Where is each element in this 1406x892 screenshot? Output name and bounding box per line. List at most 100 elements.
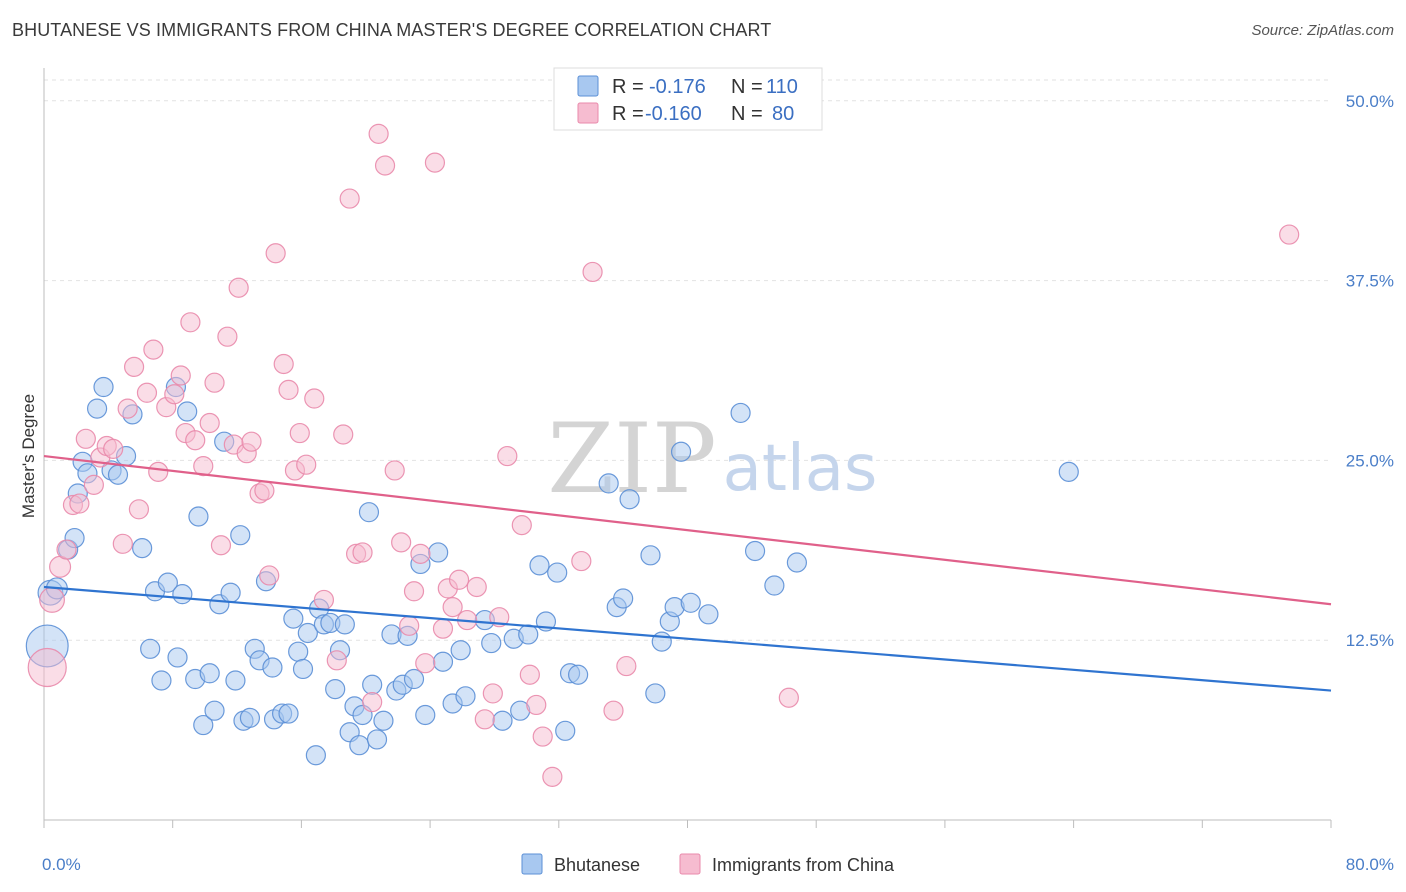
point-bhutanese-98 [744,540,766,562]
tick-labels: 12.5% 25.0% 37.5% 50.0% 0.0% 80.0% [42,92,1394,874]
point-bhutanese-89 [640,545,661,566]
point-china-16 [143,339,164,360]
series-legend: Bhutanese Immigrants from China [521,853,895,875]
point-china-1 [39,586,65,613]
point-china-64 [466,576,487,598]
point-china-3 [56,539,77,560]
legend-box [553,67,823,131]
point-china-30 [228,277,249,298]
point-china-37 [273,353,294,375]
point-bhutanese-78 [518,624,539,645]
point-china-6 [75,428,96,449]
point-china-65 [474,709,495,730]
point-china-35 [259,565,280,586]
point-bhutanese-30 [220,582,241,603]
x-tick-label-0: 0.0% [42,855,81,874]
point-china-49 [362,691,383,713]
x-tick-label-1: 80.0% [1346,855,1394,874]
point-bhutanese-15 [140,638,161,659]
point-bhutanese-65 [403,668,425,690]
trend-line-china [43,454,1332,606]
point-china-45 [333,424,354,445]
point-china-48 [352,542,373,563]
point-bhutanese-60 [373,710,394,731]
point-china-32 [241,431,262,452]
point-china-78 [778,687,799,708]
point-china-27 [210,535,232,556]
point-bhutanese-38 [262,657,283,678]
point-china-66 [482,683,503,704]
point-china-46 [339,188,360,209]
series-legend-swatch-china [679,853,701,875]
point-bhutanese-45 [297,622,318,644]
point-bhutanese-14 [132,538,153,559]
point-china-54 [399,615,420,636]
point-bhutanese-24 [188,506,209,527]
point-bhutanese-79 [529,555,550,576]
point-china-59 [432,618,454,639]
legend-n-value-1: 80 [772,103,794,125]
point-china-75 [582,261,603,283]
watermark: ZIP atlas [547,403,877,515]
axes [43,68,1332,828]
point-china-25 [199,412,220,434]
point-bhutanese-84 [568,664,589,685]
point-bhutanese-34 [239,707,261,728]
point-bhutanese-90 [645,683,666,704]
point-bhutanese-57 [358,502,380,523]
series-legend-label-bhutanese: Bhutanese [554,855,640,875]
point-bhutanese-46 [305,745,326,766]
point-china-73 [542,766,563,787]
point-china-24 [193,456,214,477]
point-china-44 [326,650,347,671]
point-bhutanese-20 [167,647,188,668]
point-bhutanese-50 [325,678,346,700]
point-china-69 [511,515,532,536]
y-tick-label-1: 25.0% [1346,451,1394,470]
point-china-67 [489,607,510,628]
point-bhutanese-74 [481,632,502,654]
point-china-51 [374,155,396,176]
point-bhutanese-32 [230,525,251,546]
point-china-12 [117,398,138,419]
point-bhutanese-99 [764,575,785,596]
y-tick-label-0: 12.5% [1346,631,1394,650]
series-1-points [27,123,1300,787]
point-china-7 [83,474,104,495]
point-bhutanese-101 [1058,461,1079,482]
point-china-5 [69,493,90,514]
point-bhutanese-88 [619,489,640,510]
point-bhutanese-52 [334,614,355,635]
legend-r-label-1: R = [612,103,644,125]
point-bhutanese-44 [292,658,314,680]
point-china-71 [526,694,547,716]
point-china-17 [148,461,169,482]
point-bhutanese-41 [278,703,299,724]
y-tick-label-2: 37.5% [1346,272,1394,291]
point-china-77 [616,655,637,677]
data-points [25,123,1300,787]
trend-line-bhutanese [43,585,1332,692]
point-china-22 [180,312,201,333]
point-china-62 [448,569,470,590]
correlation-legend: R = -0.176 N = 110 R = -0.160 N = 80 [553,67,823,131]
legend-r-value-1: -0.160 [645,103,702,125]
point-bhutanese-82 [555,720,576,741]
point-china-26 [204,372,225,393]
point-bhutanese-87 [613,588,634,609]
point-china-50 [368,123,389,144]
point-china-58 [424,152,446,173]
point-bhutanese-17 [151,670,172,691]
point-china-11 [112,533,133,554]
point-china-36 [265,243,286,264]
point-china-55 [403,581,425,602]
point-bhutanese-95 [680,592,701,613]
point-bhutanese-21 [172,584,193,605]
point-bhutanese-27 [204,700,225,721]
point-bhutanese-67 [415,704,436,726]
series-legend-label-china: Immigrants from China [712,855,895,875]
source-credit: Source: ZipAtlas.com [1251,22,1394,39]
point-china-40 [289,422,310,444]
point-china-10 [103,438,124,459]
